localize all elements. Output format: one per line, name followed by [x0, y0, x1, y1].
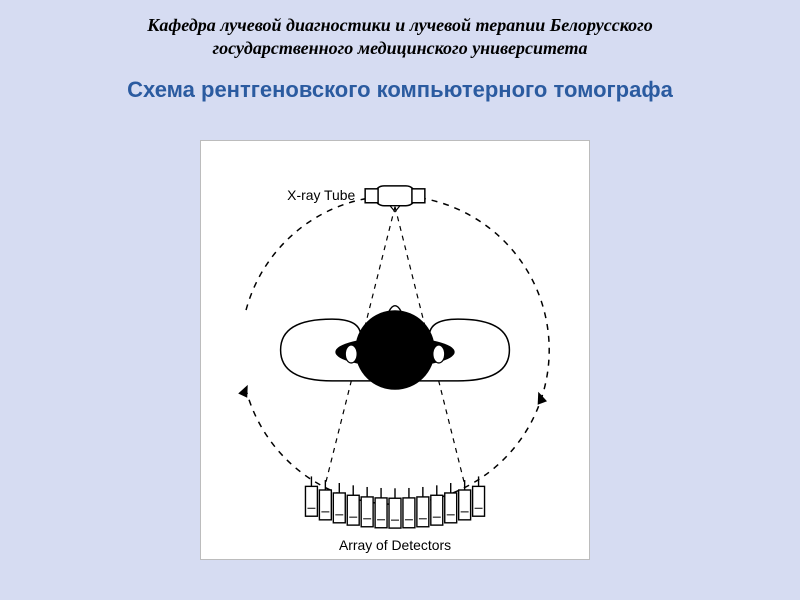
- xray-tube-label: X-ray Tube: [287, 187, 355, 203]
- rotation-arrow-icon: [238, 383, 252, 398]
- rotation-arrow-icon: [534, 390, 547, 405]
- slide-title: Схема рентгеновского компьютерного томог…: [0, 77, 800, 103]
- slide: Кафедра лучевой диагностики и лучевой те…: [0, 0, 800, 600]
- header-line-1: Кафедра лучевой диагностики и лучевой те…: [147, 15, 653, 35]
- ct-scanner-diagram: X-ray Tube Array of Detectors: [201, 140, 589, 560]
- slide-header: Кафедра лучевой диагностики и лучевой те…: [0, 0, 800, 59]
- detector-array-icon: [305, 476, 484, 528]
- header-line-2: государственного медицинского университе…: [212, 38, 587, 58]
- detector-array-label: Array of Detectors: [339, 537, 451, 553]
- patient-icon: [281, 306, 510, 390]
- diagram-container: X-ray Tube Array of Detectors: [200, 140, 590, 560]
